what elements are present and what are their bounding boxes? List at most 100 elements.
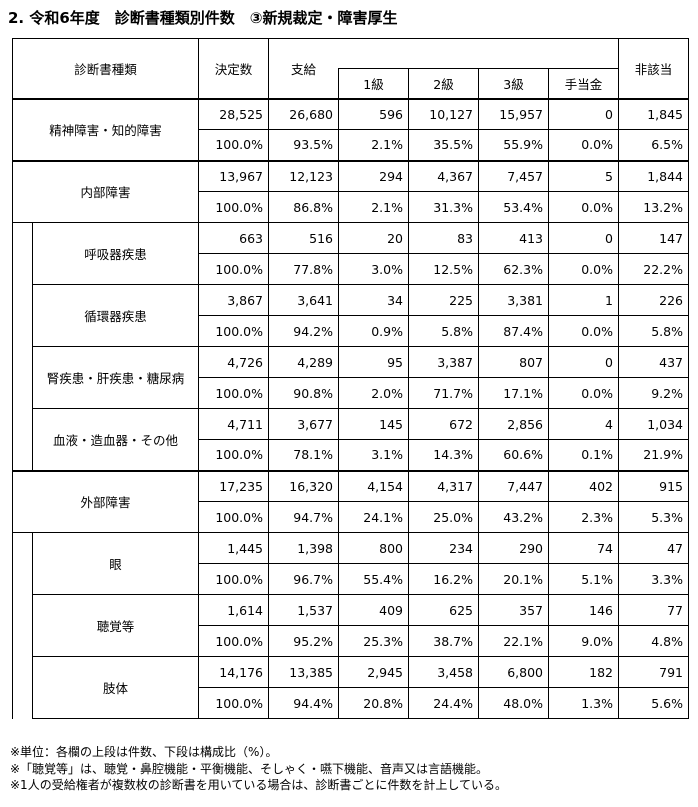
count-cell: 4,317 bbox=[408, 469, 479, 502]
percent-cell: 12.5% bbox=[408, 253, 479, 285]
count-cell: 437 bbox=[618, 346, 689, 378]
percent-cell: 96.7% bbox=[268, 563, 339, 595]
count-cell: 34 bbox=[338, 284, 409, 316]
count-cell: 0 bbox=[548, 346, 619, 378]
count-cell: 3,867 bbox=[198, 284, 269, 316]
percent-cell: 25.3% bbox=[338, 625, 409, 657]
count-cell: 20 bbox=[338, 222, 409, 254]
percent-cell: 5.1% bbox=[548, 563, 619, 595]
percent-cell: 0.0% bbox=[548, 129, 619, 161]
percent-cell: 55.4% bbox=[338, 563, 409, 595]
percent-cell: 87.4% bbox=[478, 315, 549, 347]
count-cell: 145 bbox=[338, 408, 409, 440]
count-cell: 6,800 bbox=[478, 656, 549, 688]
data-row: 肢体 14,176 13,385 2,945 3,458 6,800 182 791 bbox=[13, 656, 689, 719]
percent-cell: 20.8% bbox=[338, 687, 409, 719]
count-cell: 74 bbox=[548, 532, 619, 564]
percent-cell: 21.9% bbox=[618, 439, 689, 471]
count-cell: 146 bbox=[548, 594, 619, 626]
data-row: 100.0% 94.2% 0.9% 5.8% 87.4% 0.0% 5.8% bbox=[13, 315, 689, 347]
percent-cell: 3.1% bbox=[338, 439, 409, 471]
count-cell: 357 bbox=[478, 594, 549, 626]
data-row: 腎疾患・肝疾患・糖尿病 4,726 4,289 95 3,387 807 0 437 bbox=[13, 346, 689, 409]
count-cell: 226 bbox=[618, 284, 689, 316]
percent-cell: 2.1% bbox=[338, 129, 409, 161]
row-label: 内部障害 bbox=[12, 159, 199, 223]
percent-cell: 24.1% bbox=[338, 501, 409, 533]
percent-cell: 6.5% bbox=[618, 129, 689, 161]
header-cell: 3級 bbox=[478, 68, 549, 99]
data-row: 100.0% 94.4% 20.8% 24.4% 48.0% 1.3% 5.6% bbox=[13, 687, 689, 719]
percent-cell: 14.3% bbox=[408, 439, 479, 471]
count-cell: 77 bbox=[618, 594, 689, 626]
percent-cell: 77.8% bbox=[268, 253, 339, 285]
percent-cell: 100.0% bbox=[198, 191, 269, 223]
data-row: 眼 1,445 1,398 800 234 290 74 47 bbox=[12, 532, 689, 719]
row-label: 聴覚等 bbox=[32, 594, 199, 657]
row-label: 肢体 bbox=[32, 656, 199, 719]
percent-cell: 38.7% bbox=[408, 625, 479, 657]
percent-cell: 25.0% bbox=[408, 501, 479, 533]
count-cell: 15,957 bbox=[478, 97, 549, 130]
percent-cell: 24.4% bbox=[408, 687, 479, 719]
count-cell: 225 bbox=[408, 284, 479, 316]
count-cell: 13,385 bbox=[268, 656, 339, 688]
count-cell: 17,235 bbox=[198, 469, 269, 502]
percent-cell: 94.2% bbox=[268, 315, 339, 347]
count-cell: 4,154 bbox=[338, 469, 409, 502]
data-row: 外部障害 17,235 16,320 4,154 4,317 7,447 402 915 bbox=[12, 469, 689, 533]
data-row: 呼吸器疾患 663 516 20 83 413 0 147 bbox=[12, 222, 689, 471]
percent-cell: 78.1% bbox=[268, 439, 339, 471]
count-cell: 14,176 bbox=[198, 656, 269, 688]
percent-cell: 90.8% bbox=[268, 377, 339, 409]
data-row: 100.0% 78.1% 3.1% 14.3% 60.6% 0.1% 21.9% bbox=[13, 439, 689, 471]
count-cell: 4,289 bbox=[268, 346, 339, 378]
percent-cell: 95.2% bbox=[268, 625, 339, 657]
count-cell: 0 bbox=[548, 97, 619, 130]
indent-cell bbox=[12, 532, 33, 719]
count-cell: 147 bbox=[618, 222, 689, 254]
header-cell: 診断書種類 bbox=[12, 38, 199, 99]
percent-cell: 93.5% bbox=[268, 129, 339, 161]
percent-cell: 60.6% bbox=[478, 439, 549, 471]
percent-cell: 100.0% bbox=[198, 563, 269, 595]
count-cell: 3,387 bbox=[408, 346, 479, 378]
count-cell: 2,856 bbox=[478, 408, 549, 440]
percent-cell: 100.0% bbox=[198, 439, 269, 471]
percent-cell: 0.0% bbox=[548, 253, 619, 285]
data-row: 100.0% 96.7% 55.4% 16.2% 20.1% 5.1% 3.3% bbox=[13, 563, 689, 595]
percent-cell: 0.9% bbox=[338, 315, 409, 347]
data-row: 100.0% 93.5% 2.1% 35.5% 55.9% 0.0% 6.5% bbox=[13, 129, 689, 161]
percent-cell: 9.2% bbox=[618, 377, 689, 409]
count-cell: 3,677 bbox=[268, 408, 339, 440]
row-label: 循環器疾患 bbox=[32, 284, 199, 347]
header-cell: 手当金 bbox=[548, 68, 619, 99]
percent-cell: 5.8% bbox=[408, 315, 479, 347]
count-cell: 83 bbox=[408, 222, 479, 254]
table: 診断書種類 決定数 支給 非該当 1級 2級 3級 手当金 精神障害・知的障害 28,525 26,… bbox=[12, 38, 689, 719]
indent-cell bbox=[12, 222, 33, 471]
percent-cell: 94.7% bbox=[268, 501, 339, 533]
percent-cell: 2.3% bbox=[548, 501, 619, 533]
percent-cell: 0.1% bbox=[548, 439, 619, 471]
count-cell: 409 bbox=[338, 594, 409, 626]
row-label: 呼吸器疾患 bbox=[32, 222, 199, 285]
percent-cell: 100.0% bbox=[198, 687, 269, 719]
percent-cell: 43.2% bbox=[478, 501, 549, 533]
percent-cell: 4.8% bbox=[618, 625, 689, 657]
count-cell: 807 bbox=[478, 346, 549, 378]
count-cell: 26,680 bbox=[268, 97, 339, 130]
count-cell: 7,447 bbox=[478, 469, 549, 502]
count-cell: 596 bbox=[338, 97, 409, 130]
count-cell: 672 bbox=[408, 408, 479, 440]
percent-cell: 3.3% bbox=[618, 563, 689, 595]
header-cell bbox=[338, 38, 619, 69]
header-cell: 1級 bbox=[338, 68, 409, 99]
percent-cell: 100.0% bbox=[198, 253, 269, 285]
count-cell: 13,967 bbox=[198, 159, 269, 192]
count-cell: 663 bbox=[198, 222, 269, 254]
count-cell: 12,123 bbox=[268, 159, 339, 192]
count-cell: 4,711 bbox=[198, 408, 269, 440]
percent-cell: 22.2% bbox=[618, 253, 689, 285]
